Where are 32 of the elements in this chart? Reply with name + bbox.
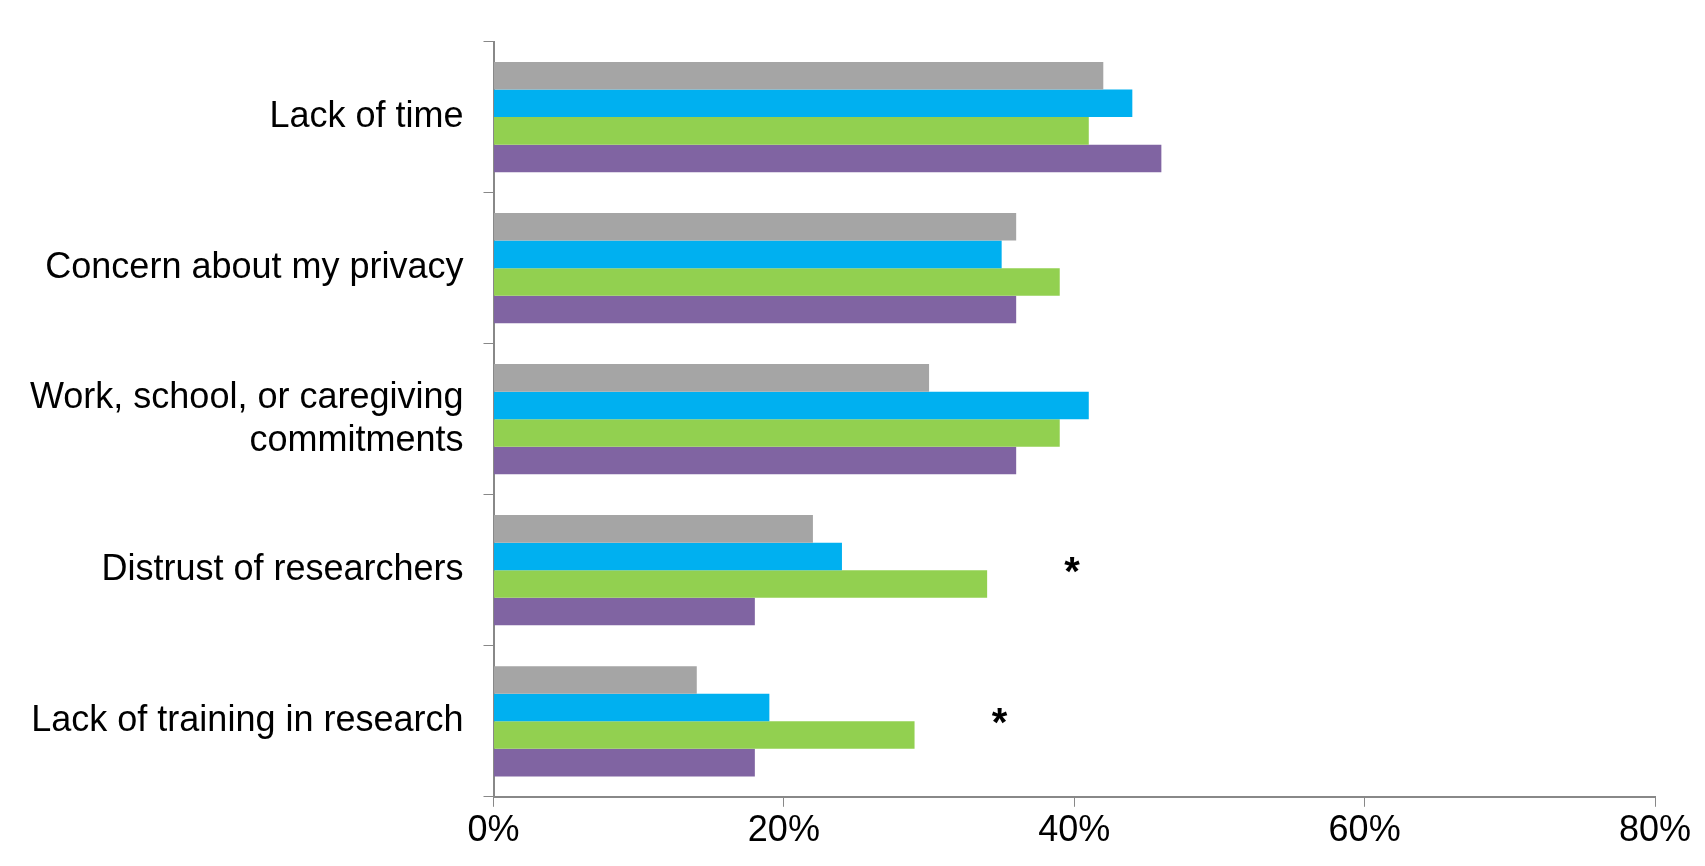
bar <box>494 597 755 626</box>
bar <box>494 268 1060 296</box>
bar <box>494 419 1060 447</box>
bar <box>494 748 755 777</box>
bar <box>494 213 1017 241</box>
x-tick-label: 40% <box>1038 808 1111 850</box>
bar <box>494 117 1089 145</box>
x-tick-label: 60% <box>1328 808 1401 850</box>
bar <box>494 515 813 543</box>
y-tick-label: Concern about my privacy <box>45 245 464 287</box>
x-tick-label: 20% <box>747 808 820 850</box>
y-tick-label: Lack of time <box>269 94 464 136</box>
bar <box>494 542 842 571</box>
x-tick-label: 80% <box>1618 808 1692 850</box>
bar <box>494 240 1002 269</box>
bar <box>494 693 770 722</box>
bar <box>494 391 1089 420</box>
x-tick-label: 0% <box>467 808 520 850</box>
bar <box>494 446 1017 475</box>
bar <box>494 721 915 749</box>
bar <box>494 666 697 694</box>
y-tick-label: Distrust of researchers <box>101 547 464 589</box>
y-tick-label: Work, school, or caregiving commitments <box>30 374 464 459</box>
bar <box>494 295 1017 324</box>
y-tick-label: Lack of training in research <box>31 698 464 740</box>
bar <box>494 364 930 392</box>
bar <box>494 61 1104 90</box>
bar <box>494 89 1133 118</box>
annotation: * <box>1064 549 1081 594</box>
bar <box>494 570 988 598</box>
annotation: * <box>991 700 1008 745</box>
bar <box>494 144 1162 173</box>
